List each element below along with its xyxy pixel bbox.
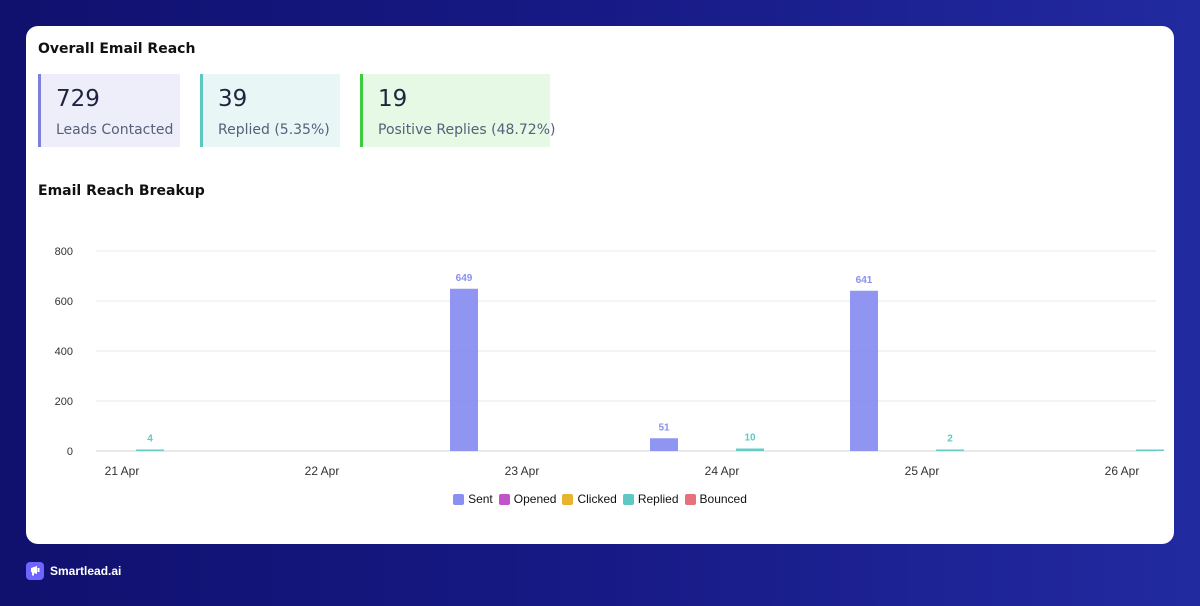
legend-label: Opened [513,492,557,506]
smartlead-logo-icon [26,562,44,580]
stat-label: Leads Contacted [56,122,174,138]
overall-email-reach-title: Overall Email Reach [38,41,196,57]
bar-replied [936,449,964,451]
legend-item-clicked[interactable]: Clicked [562,492,617,506]
data-label: 10 [744,433,756,444]
bar-replied [1136,449,1164,451]
y-tick-label: 800 [55,246,73,258]
data-label: 649 [456,273,473,284]
y-tick-label: 0 [67,446,73,458]
data-label: 641 [856,275,873,286]
x-tick-label: 25 Apr [905,464,940,478]
stat-label: Positive Replies (48.72%) [378,122,556,138]
legend-label: Clicked [577,492,617,506]
x-tick-label: 24 Apr [705,464,740,478]
legend-label: Replied [637,492,679,506]
legend-item-opened[interactable]: Opened [498,492,557,506]
x-tick-label: 23 Apr [505,464,540,478]
bar-replied [736,448,764,451]
email-reach-card: Overall Email Reach 729 Leads Contacted … [26,26,1174,544]
legend-label: Sent [468,492,493,506]
legend-swatch [562,493,574,505]
y-tick-label: 200 [55,396,73,408]
stat-positive-replies: 19 Positive Replies (48.72%) [360,74,555,147]
stat-replied: 39 Replied (5.35%) [200,74,340,147]
legend-item-replied[interactable]: Replied [622,492,679,506]
legend-swatch [684,493,696,505]
data-label: 51 [658,422,670,433]
bar-replied [136,449,164,451]
legend-item-bounced[interactable]: Bounced [684,492,747,506]
bar-chart: 0 200 400 600 800 21 Apr 22 Apr 23 Apr 24 Apr 25 … [55,246,1164,478]
brand-name: Smartlead.ai [50,564,122,578]
bar-sent [650,438,678,451]
y-tick-label: 400 [55,346,73,358]
legend-swatch [622,493,634,505]
bar-sent [450,288,478,451]
x-tick-label: 26 Apr [1105,464,1140,478]
legend-item-sent[interactable]: Sent [453,492,493,506]
y-tick-label: 600 [55,296,73,308]
legend-swatch [498,493,510,505]
chart-container: 0 200 400 600 800 21 Apr 22 Apr 23 Apr 24 Apr 25 … [26,26,1174,544]
stat-value: 39 [218,86,248,112]
chart-legend: Sent Opened Clicked Replied Bounced [26,492,1174,508]
bar-sent [850,290,878,451]
stat-label: Replied (5.35%) [218,122,330,138]
x-tick-label: 22 Apr [305,464,340,478]
data-label: 4 [147,434,153,445]
brand-logo: Smartlead.ai [26,562,121,580]
email-reach-breakup-title: Email Reach Breakup [38,183,205,199]
x-tick-label: 21 Apr [105,464,140,478]
data-label: 2 [947,434,953,445]
stat-value: 19 [378,86,408,112]
legend-label: Bounced [699,492,747,506]
legend-swatch [453,493,465,505]
stat-leads-contacted: 729 Leads Contacted [38,74,180,147]
stat-value: 729 [56,86,100,112]
